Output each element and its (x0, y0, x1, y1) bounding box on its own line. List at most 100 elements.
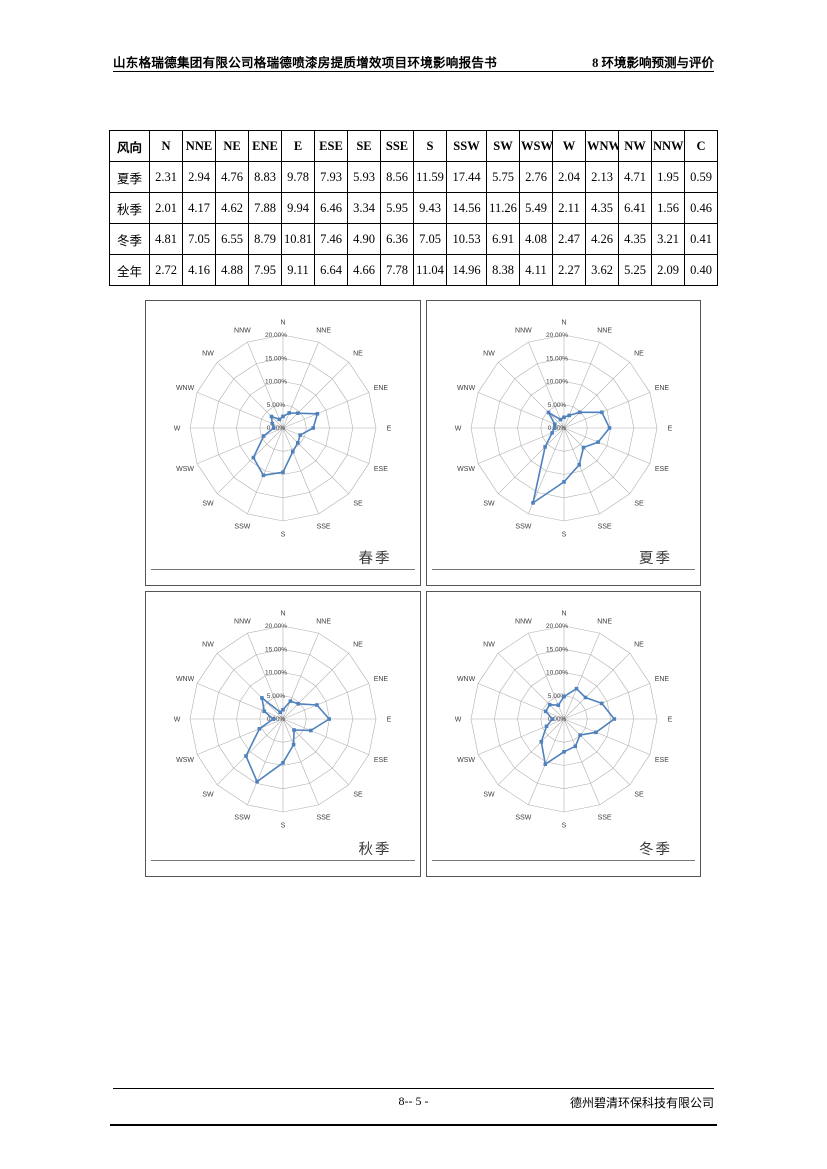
radar-direction-label: SSE (317, 814, 331, 821)
table-cell: 7.78 (380, 254, 414, 286)
radar-direction-label: SE (634, 792, 644, 799)
table-cell: 8.83 (248, 161, 282, 193)
radar-series-marker (573, 744, 577, 749)
table-cell: 4.81 (149, 223, 183, 255)
table-cell: 6.64 (314, 254, 348, 286)
radar-series-marker (281, 414, 285, 419)
radar-direction-label: NNE (597, 619, 612, 626)
table-cell: 2.27 (552, 254, 586, 286)
wind-table-body: 夏季 2.31 2.94 4.76 8.83 9.78 7.93 5.93 8.56 11.59 1… (109, 161, 718, 286)
radar-direction-label: NNE (316, 328, 331, 335)
table-cell: 6.46 (314, 192, 348, 224)
chart-baseline (431, 860, 695, 861)
radar-grid-ring (539, 404, 588, 452)
chart-baseline (431, 569, 695, 570)
table-cell: 7.46 (314, 223, 348, 255)
radar-series-marker (244, 754, 248, 758)
table-cell: 8.79 (248, 223, 282, 255)
radar-series-marker (544, 724, 548, 729)
radar-ring-label: 10.00% (545, 670, 567, 677)
radar-chart-svg: N NNE NE ENE E ESE SE SSE S SSW SW WSW W WNW NW NNW 0.00… (174, 320, 392, 539)
radar-direction-label: SSW (515, 523, 531, 530)
wind-table-head: 风向 N NNE NE ENE E ESE SE SSE S SSW SW WSW W WNW NW NNW C (109, 130, 718, 162)
radar-series-marker (270, 421, 275, 426)
radar-series-marker (561, 480, 566, 484)
table-header-cell: N (149, 130, 183, 162)
table-header-cell: NE (215, 130, 249, 162)
table-cell: 9.94 (281, 192, 315, 224)
radar-series-marker (262, 709, 267, 714)
radar-ring-label: 0.00% (547, 425, 566, 432)
table-header-cell: ESE (314, 130, 348, 162)
radar-direction-label: NW (483, 351, 495, 358)
table-cell: 9.11 (281, 254, 315, 286)
table-header-cell: NNW (651, 130, 685, 162)
radar-series-marker (261, 473, 266, 478)
radar-series-marker (583, 695, 587, 700)
table-header-cell: WNW (585, 130, 619, 162)
table-cell: 11.26 (486, 192, 520, 224)
table-header-cell: SE (347, 130, 381, 162)
chart-baseline (151, 860, 415, 861)
table-cell: 5.49 (519, 192, 553, 224)
radar-series-marker (576, 463, 581, 467)
chart-baseline (151, 569, 415, 570)
radar-direction-label: ENE (374, 385, 389, 392)
table-cell: 2.47 (552, 223, 586, 255)
radar-grid-ring (189, 334, 377, 522)
chart-box-summer: N NNE NE ENE E ESE SE SSE S SSW SW WSW W WNW NW NNW 0.00… (425, 300, 701, 586)
table-header-cell: SSE (380, 130, 414, 162)
table-header-cell: SW (486, 130, 520, 162)
table-cell: 1.95 (651, 161, 685, 193)
table-cell: 10.53 (446, 223, 487, 255)
radar-direction-label: NE (634, 351, 644, 358)
table-cell: 0.40 (684, 254, 718, 286)
radar-series-marker (277, 417, 282, 422)
radar-series-marker (281, 761, 285, 765)
radar-direction-label: W (174, 717, 181, 724)
table-cell: 5.95 (380, 192, 414, 224)
wind-rose-charts-grid: N NNE NE ENE E ESE SE SSE S SSW SW WSW W WNW NW NNW 0.00… (145, 300, 701, 877)
radar-direction-label: SSE (317, 523, 331, 530)
table-cell: 4.71 (618, 161, 652, 193)
table-cell: 4.90 (347, 223, 381, 255)
radar-series-marker (566, 413, 571, 418)
page-number: 8-- 5 - (398, 1094, 429, 1108)
table-cell: 7.93 (314, 161, 348, 193)
radar-series-marker (287, 411, 291, 415)
table-cell: 2.09 (651, 254, 685, 286)
radar-chart-svg: N NNE NE ENE E ESE SE SSE S SSW SW WSW W WNW NW NNW 0.00… (454, 320, 672, 539)
table-cell: 4.16 (182, 254, 216, 286)
radar-direction-label: SE (634, 501, 644, 508)
radar-series-marker (291, 449, 295, 454)
table-cell: 8.38 (486, 254, 520, 286)
radar-series-marker (309, 728, 313, 733)
table-cell: 2.31 (149, 161, 183, 193)
radar-series-marker (291, 742, 296, 747)
table-cell: 4.35 (585, 192, 619, 224)
radar-ring-label: 5.00% (547, 693, 566, 700)
table-cell: 9.78 (281, 161, 315, 193)
radar-series-marker (261, 434, 266, 438)
radar-series-marker (552, 426, 556, 430)
table-cell: 5.75 (486, 161, 520, 193)
radar-series-marker (298, 433, 302, 437)
radar-direction-label: WSW (457, 466, 475, 473)
table-cell: 1.56 (651, 192, 685, 224)
radar-series-marker (260, 696, 264, 700)
radar-direction-label: WNW (176, 676, 195, 683)
radar-chart-svg: N NNE NE ENE E ESE SE SSE S SSW SW WSW W WNW NW NNW 0.00… (454, 611, 672, 830)
radar-ring-label: 15.00% (545, 355, 567, 362)
radar-series-marker (556, 703, 560, 707)
table-row: 全年 2.72 4.16 4.88 7.95 9.11 6.64 4.66 7.78 11.04 1… (109, 254, 718, 286)
table-cell: 8.56 (380, 161, 414, 193)
table-cell: 6.55 (215, 223, 249, 255)
radar-ring-label: 0.00% (267, 716, 286, 723)
radar-direction-label: SW (483, 792, 495, 799)
radar-direction-label: NE (353, 642, 363, 649)
radar-direction-label: SSW (515, 814, 531, 821)
radar-direction-label: WSW (457, 757, 475, 764)
radar-direction-label: ENE (654, 676, 669, 683)
radar-series-marker (542, 445, 547, 449)
table-cell: 4.62 (215, 192, 249, 224)
